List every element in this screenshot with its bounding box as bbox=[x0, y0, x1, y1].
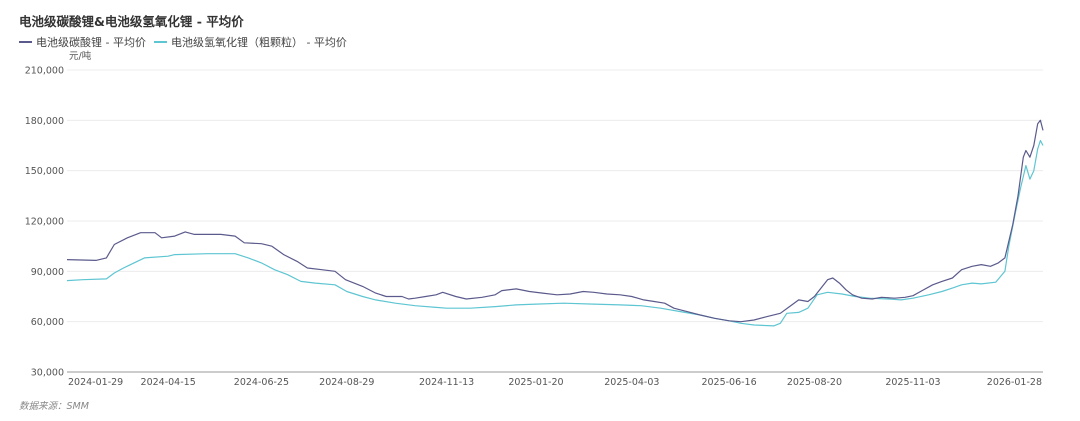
x-tick-labels: 2024-01-29 2024-04-15 2024-06-25 2024-08-29… bbox=[68, 377, 1042, 388]
y-tick-label: 90,000 bbox=[31, 267, 64, 278]
y-tick-label: 210,000 bbox=[25, 66, 64, 77]
y-tick-labels: 30,000 60,000 90,000 120,000 150,000 180,000 2… bbox=[25, 66, 64, 379]
legend-item-carbonate[interactable]: 电池级碳酸锂 - 平均价 bbox=[19, 34, 146, 50]
x-tick-label: 2025-11-03 bbox=[885, 377, 940, 388]
x-tick-label: 2026-01-28 bbox=[987, 377, 1042, 388]
chart-legend: 电池级碳酸锂 - 平均价 电池级氢氧化锂（粗颗粒） - 平均价 bbox=[19, 34, 355, 50]
data-source: 数据来源：SMM bbox=[19, 401, 89, 412]
legend-swatch-carbonate bbox=[19, 41, 32, 43]
legend-swatch-hydroxide bbox=[153, 41, 167, 43]
y-tick-label: 120,000 bbox=[25, 217, 64, 228]
series-line-carbonate[interactable] bbox=[66, 119, 1044, 323]
x-tick-label: 2024-08-29 bbox=[319, 377, 374, 388]
legend-item-hydroxide[interactable]: 电池级氢氧化锂（粗颗粒） - 平均价 bbox=[153, 34, 347, 50]
chart-title: 电池级碳酸锂&电池级氢氧化锂 - 平均价 bbox=[19, 14, 244, 29]
legend-label-hydroxide: 电池级氢氧化锂（粗颗粒） - 平均价 bbox=[170, 36, 347, 49]
y-grid bbox=[67, 69, 1043, 323]
y-tick-label: 180,000 bbox=[25, 116, 64, 127]
x-tick-label: 2025-08-20 bbox=[787, 377, 842, 388]
legend-label-carbonate: 电池级碳酸锂 - 平均价 bbox=[36, 36, 146, 49]
y-tick-label: 150,000 bbox=[25, 166, 64, 177]
y-tick-label: 60,000 bbox=[31, 317, 64, 328]
x-tick-label: 2024-01-29 bbox=[68, 377, 123, 388]
x-tick-label: 2025-01-20 bbox=[508, 377, 563, 388]
x-tick-label: 2025-04-03 bbox=[604, 377, 659, 388]
y-tick-label: 30,000 bbox=[31, 368, 64, 379]
x-tick-label: 2024-04-15 bbox=[141, 377, 196, 388]
x-tick-label: 2024-06-25 bbox=[234, 377, 289, 388]
y-axis-unit: 元/吨 bbox=[69, 50, 92, 62]
x-tick-label: 2024-11-13 bbox=[419, 377, 474, 388]
x-tick-label: 2025-06-16 bbox=[701, 377, 756, 388]
series-lines bbox=[66, 119, 1044, 327]
series-line-hydroxide[interactable] bbox=[66, 139, 1044, 327]
